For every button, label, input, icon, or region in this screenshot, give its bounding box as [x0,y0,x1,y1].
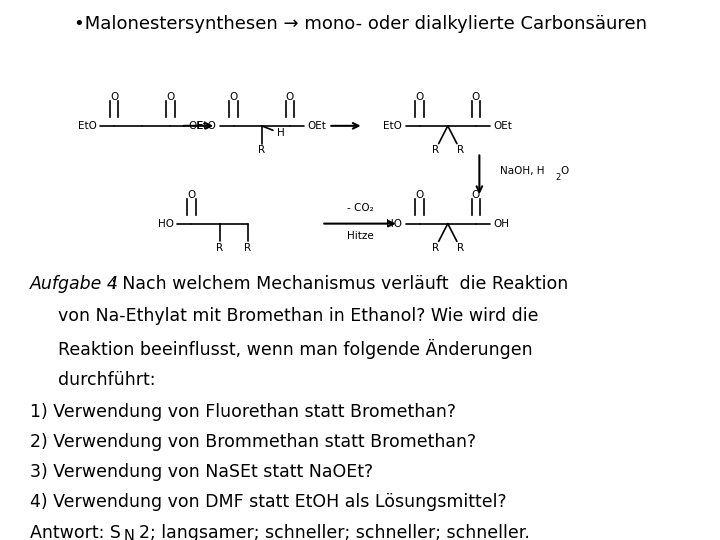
Text: 2; langsamer; schneller; schneller; schneller.: 2; langsamer; schneller; schneller; schn… [139,524,530,540]
Text: O: O [561,166,569,176]
Text: Reaktion beeinflusst, wenn man folgende Änderungen: Reaktion beeinflusst, wenn man folgende … [58,339,533,359]
Text: •Malonestersynthesen → mono- oder dialkylierte Carbonsäuren: •Malonestersynthesen → mono- oder dialky… [73,15,647,33]
Text: EtO: EtO [383,121,402,131]
Text: HO: HO [158,219,174,228]
Text: NaOH, H: NaOH, H [500,166,545,176]
Text: R: R [457,145,464,156]
Text: R: R [244,243,251,253]
Text: durchführt:: durchführt: [58,371,156,389]
Text: R: R [431,145,438,156]
Text: R: R [216,243,223,253]
Text: Hitze: Hitze [346,231,374,241]
Text: R: R [431,243,438,253]
Text: 4) Verwendung von DMF statt EtOH als Lösungsmittel?: 4) Verwendung von DMF statt EtOH als Lös… [30,494,507,511]
Text: 3) Verwendung von NaSEt statt NaOEt?: 3) Verwendung von NaSEt statt NaOEt? [30,463,373,481]
Text: HO: HO [386,219,402,228]
Text: O: O [472,190,480,200]
Text: OEt: OEt [307,121,326,131]
Text: R: R [258,145,265,156]
Text: R: R [457,243,464,253]
Text: EtO: EtO [78,121,96,131]
Text: N: N [124,529,135,540]
Text: von Na-Ethylat mit Bromethan in Ethanol? Wie wird die: von Na-Ethylat mit Bromethan in Ethanol?… [58,307,539,325]
Text: H: H [277,127,285,138]
Text: OH: OH [493,219,510,228]
Text: O: O [166,92,174,102]
Text: O: O [230,92,238,102]
Text: O: O [187,190,196,200]
Text: 2) Verwendung von Brommethan statt Bromethan?: 2) Verwendung von Brommethan statt Brome… [30,433,476,451]
Text: Aufgabe 4: Aufgabe 4 [30,275,119,293]
Text: O: O [286,92,294,102]
Text: O: O [415,92,424,102]
Text: O: O [415,190,424,200]
Text: 2: 2 [555,173,560,182]
Text: O: O [110,92,118,102]
Text: Antwort: S: Antwort: S [30,524,121,540]
Text: EtO: EtO [197,121,216,131]
Text: OEt: OEt [493,121,513,131]
Text: - CO₂: - CO₂ [346,203,374,213]
Text: : Nach welchem Mechanismus verläuft  die Reaktion: : Nach welchem Mechanismus verläuft die … [111,275,568,293]
Text: OEt: OEt [188,121,207,131]
Text: 1) Verwendung von Fluorethan statt Bromethan?: 1) Verwendung von Fluorethan statt Brome… [30,403,456,421]
Text: O: O [472,92,480,102]
